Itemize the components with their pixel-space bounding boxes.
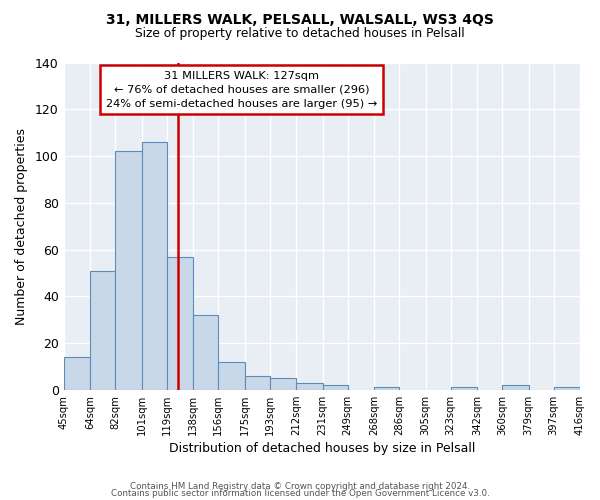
Y-axis label: Number of detached properties: Number of detached properties [15, 128, 28, 324]
Bar [218, 362, 245, 390]
Bar [296, 383, 323, 390]
Bar [90, 270, 115, 390]
Text: Size of property relative to detached houses in Pelsall: Size of property relative to detached ho… [135, 28, 465, 40]
X-axis label: Distribution of detached houses by size in Pelsall: Distribution of detached houses by size … [169, 442, 475, 455]
Bar [554, 388, 580, 390]
Bar [245, 376, 269, 390]
Bar [323, 385, 347, 390]
Text: Contains HM Land Registry data © Crown copyright and database right 2024.: Contains HM Land Registry data © Crown c… [130, 482, 470, 491]
Bar [451, 388, 477, 390]
Text: 31 MILLERS WALK: 127sqm
← 76% of detached houses are smaller (296)
24% of semi-d: 31 MILLERS WALK: 127sqm ← 76% of detache… [106, 70, 377, 108]
Bar [374, 388, 399, 390]
Bar [269, 378, 296, 390]
Bar [193, 315, 218, 390]
Bar [142, 142, 167, 390]
Bar [64, 357, 90, 390]
Bar [115, 152, 142, 390]
Bar [167, 256, 193, 390]
Bar [502, 385, 529, 390]
Text: Contains public sector information licensed under the Open Government Licence v3: Contains public sector information licen… [110, 490, 490, 498]
Text: 31, MILLERS WALK, PELSALL, WALSALL, WS3 4QS: 31, MILLERS WALK, PELSALL, WALSALL, WS3 … [106, 12, 494, 26]
